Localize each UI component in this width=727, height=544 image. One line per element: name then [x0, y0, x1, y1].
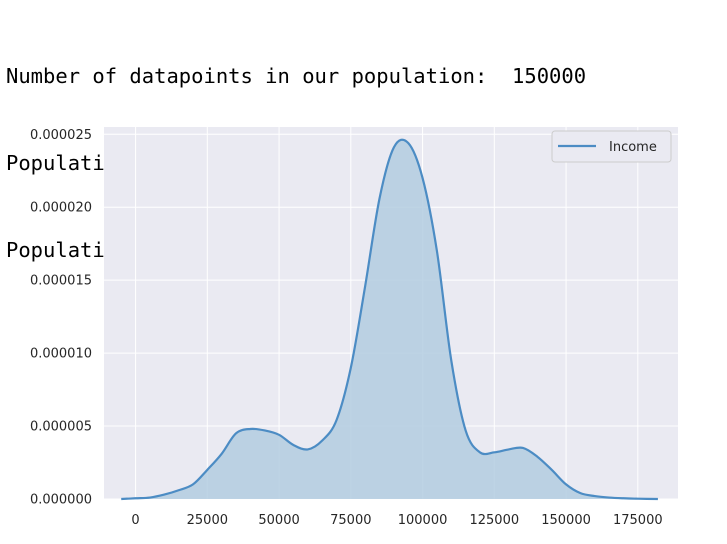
- legend: Income: [551, 130, 672, 163]
- x-tick-label: 75000: [330, 513, 371, 528]
- y-tick-label: 0.000025: [30, 128, 92, 143]
- x-tick-label: 175000: [613, 513, 663, 528]
- y-tick-label: 0.000010: [30, 347, 92, 362]
- x-axis-ticks: 0 25000 50000 75000 100000 125000 150000 175000: [131, 513, 662, 528]
- x-tick-label: 150000: [541, 513, 591, 528]
- y-tick-label: 0.000015: [30, 274, 92, 289]
- legend-label: Income: [609, 140, 657, 155]
- y-axis-ticks: 0.000000 0.000005 0.000010 0.000015 0.000020…: [30, 128, 92, 508]
- x-tick-label: 100000: [398, 513, 448, 528]
- datapoints-line: Number of datapoints in our population: …: [6, 64, 587, 88]
- y-tick-label: 0.000005: [30, 420, 92, 435]
- x-tick-label: 0: [131, 513, 139, 528]
- y-tick-label: 0.000020: [30, 201, 92, 216]
- y-tick-label: 0.000000: [30, 493, 92, 508]
- x-tick-label: 25000: [187, 513, 228, 528]
- x-tick-label: 50000: [258, 513, 299, 528]
- series-line: [121, 138, 658, 501]
- x-tick-label: 125000: [469, 513, 519, 528]
- legend-box: [551, 130, 672, 163]
- income-density-chart: 0.000000 0.000005 0.000010 0.000015 0.000020…: [30, 127, 678, 528]
- series-area: [121, 139, 658, 499]
